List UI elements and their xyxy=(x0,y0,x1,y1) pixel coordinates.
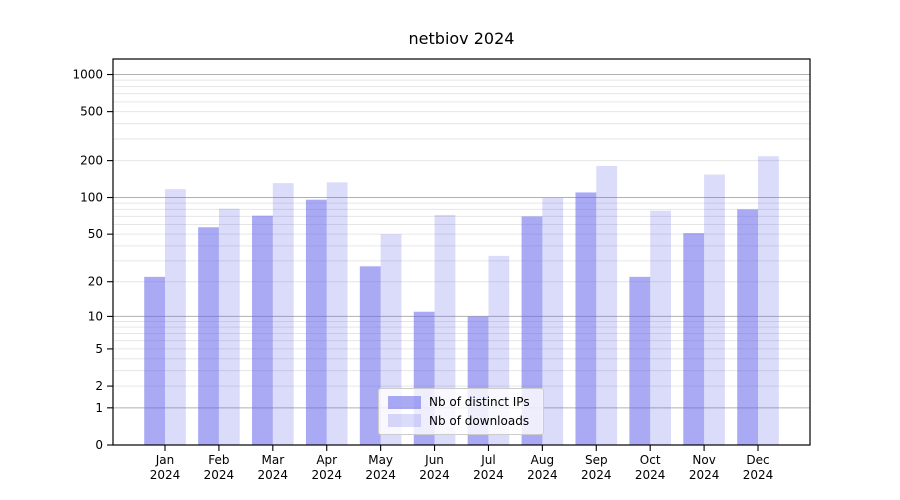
x-tick-label-month: Jun xyxy=(424,453,444,467)
bar-distinct-ips-aug xyxy=(521,216,543,445)
bar-distinct-ips-may xyxy=(359,266,381,445)
legend-item-distinct-ips: Nb of distinct IPs xyxy=(388,395,534,409)
x-tick-label-year: 2024 xyxy=(743,468,774,482)
bar-distinct-ips-sep xyxy=(575,192,597,445)
bar-downloads-apr xyxy=(326,182,348,445)
x-tick-label-year: 2024 xyxy=(204,468,235,482)
legend-label-downloads: Nb of downloads xyxy=(429,413,530,428)
bar-downloads-oct xyxy=(650,210,671,445)
legend-item-downloads: Nb of downloads xyxy=(388,414,534,428)
y-tick-label: 50 xyxy=(88,227,103,241)
y-tick-label: 5 xyxy=(95,342,103,356)
x-tick-label-year: 2024 xyxy=(689,468,720,482)
bar-downloads-nov xyxy=(704,174,725,445)
bar-downloads-jun xyxy=(434,214,456,445)
x-tick-label-year: 2024 xyxy=(473,468,504,482)
y-tick-label: 500 xyxy=(80,105,103,119)
y-tick-label: 100 xyxy=(80,191,103,205)
x-tick-label-month: Jul xyxy=(480,453,495,467)
plot-border xyxy=(112,58,811,446)
bar-distinct-ips-apr xyxy=(305,199,327,445)
legend-swatch-downloads xyxy=(388,414,421,428)
y-tick-label: 2 xyxy=(95,379,103,393)
y-tick-label: 0 xyxy=(95,438,103,452)
x-tick-label-month: Nov xyxy=(692,453,715,467)
bar-downloads-jan xyxy=(165,189,186,445)
x-tick-label-year: 2024 xyxy=(258,468,289,482)
x-tick-label-month: Jan xyxy=(155,453,175,467)
x-tick-label-month: Apr xyxy=(316,453,337,467)
bar-distinct-ips-dec xyxy=(737,209,758,445)
bar-distinct-ips-feb xyxy=(198,227,219,445)
bar-downloads-aug xyxy=(542,198,564,445)
legend-swatch-distinct-ips xyxy=(388,395,421,409)
x-tick-label-month: Aug xyxy=(531,453,554,467)
x-tick-label-year: 2024 xyxy=(419,468,450,482)
x-tick-label-month: Feb xyxy=(208,453,229,467)
x-tick-label-month: May xyxy=(368,453,393,467)
bar-distinct-ips-oct xyxy=(629,276,651,445)
chart-title: netbiov 2024 xyxy=(408,29,515,48)
y-tick-label: 1 xyxy=(95,401,103,415)
y-tick-label: 10 xyxy=(88,309,103,323)
x-tick-label-month: Sep xyxy=(585,453,608,467)
legend: Nb of distinct IPs Nb of downloads xyxy=(378,388,544,435)
bar-downloads-dec xyxy=(758,156,779,445)
x-tick-label-year: 2024 xyxy=(527,468,558,482)
legend-label-distinct-ips: Nb of distinct IPs xyxy=(429,395,530,410)
bar-distinct-ips-jan xyxy=(144,276,165,445)
x-tick-label-month: Mar xyxy=(261,453,284,467)
bar-downloads-mar xyxy=(272,183,294,446)
x-tick-label-year: 2024 xyxy=(365,468,396,482)
bar-distinct-ips-nov xyxy=(683,233,705,445)
x-tick-label-year: 2024 xyxy=(581,468,612,482)
x-tick-label-month: Dec xyxy=(746,453,769,467)
bar-distinct-ips-mar xyxy=(252,215,273,445)
x-tick-label-year: 2024 xyxy=(311,468,342,482)
x-tick-label-year: 2024 xyxy=(150,468,181,482)
bar-downloads-feb xyxy=(218,208,240,445)
x-tick-label-year: 2024 xyxy=(635,468,666,482)
y-tick-label: 1000 xyxy=(72,68,103,82)
y-tick-label: 20 xyxy=(88,275,103,289)
x-tick-label-month: Oct xyxy=(640,453,661,467)
bar-downloads-sep xyxy=(596,165,618,445)
y-tick-label: 200 xyxy=(80,154,103,168)
